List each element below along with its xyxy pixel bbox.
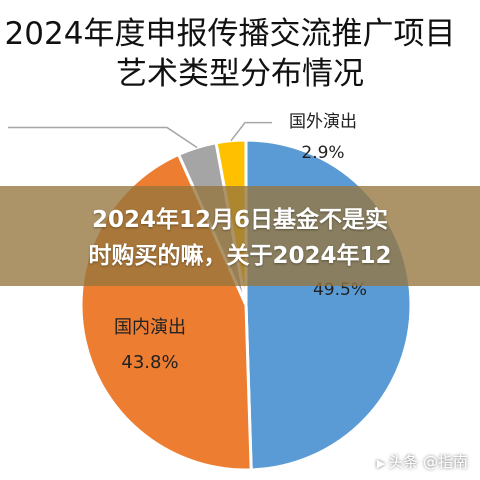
slice-3-leader-line	[8, 126, 198, 149]
slice-4-category-label: 国外演出	[289, 112, 357, 132]
chart-title-line2: 艺术类型分布情况	[116, 56, 364, 92]
slice-4-value-label: 2.9%	[301, 143, 344, 163]
overlay-headline-line2[interactable]: 时购买的嘛，关于2024年12	[88, 243, 392, 269]
headline-overlay	[0, 186, 480, 286]
slice-2-category-label: 国内演出	[114, 317, 186, 338]
slice-2-value-label: 43.8%	[121, 352, 178, 373]
source-watermark: ▶ 头条 @指南	[377, 452, 468, 474]
slice-4-leader-line	[230, 121, 272, 142]
watermark-text: 头条 @指南	[388, 453, 468, 471]
play-icon: ▶	[376, 457, 386, 470]
chart-title-line1: 2024年度申报传播交流推广项目	[4, 16, 456, 52]
overlay-headline-line1[interactable]: 2024年12月6日基金不是实	[91, 207, 389, 233]
